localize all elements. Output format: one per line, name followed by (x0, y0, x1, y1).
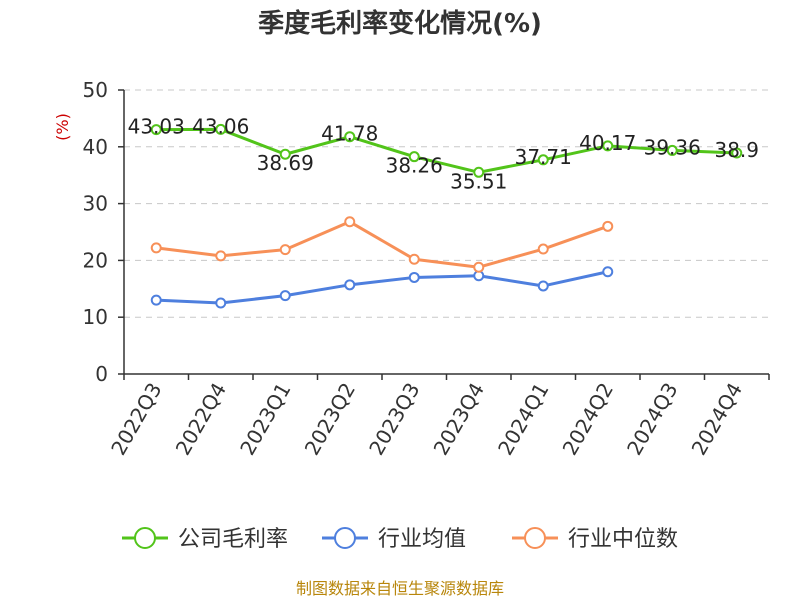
y-tick-labels: 0 10 20 30 40 50 (83, 78, 108, 386)
data-label: 38.9 (714, 138, 759, 162)
y-axis-unit: (%) (53, 113, 72, 141)
x-tick-label: 2024Q4 (687, 379, 747, 460)
data-labels: 43.03 43.06 38.69 41.78 38.26 35.51 37.71 40.17… (128, 114, 759, 193)
data-label: 35.51 (450, 169, 507, 193)
axes (118, 89, 770, 380)
y-tick-label: 10 (83, 305, 108, 329)
series-line (156, 270, 609, 305)
data-point (408, 253, 420, 265)
x-tick-label: 2022Q3 (106, 379, 166, 460)
x-tick-label: 2023Q3 (364, 379, 424, 460)
data-point (537, 243, 549, 255)
data-point (279, 148, 291, 160)
data-point (150, 124, 162, 136)
data-label: 38.69 (257, 151, 314, 175)
data-point (215, 250, 227, 262)
data-point (150, 242, 162, 254)
data-point (602, 140, 614, 152)
data-point (666, 144, 678, 156)
source-note: 制图数据来自恒生聚源数据库 (296, 579, 504, 598)
data-point (537, 280, 549, 292)
data-label: 37.71 (515, 145, 572, 169)
y-tick-label: 50 (83, 78, 108, 102)
legend-label[interactable]: 公司毛利率 (178, 527, 288, 552)
x-tick-label: 2024Q3 (622, 379, 682, 460)
grid-lines (124, 89, 769, 318)
legend-label[interactable]: 行业均值 (378, 527, 466, 552)
data-point (537, 154, 549, 166)
data-point (279, 290, 291, 302)
data-point (344, 131, 356, 143)
data-point (344, 216, 356, 228)
series-line (156, 127, 737, 174)
y-tick-label: 20 (83, 248, 108, 272)
data-point (215, 123, 227, 135)
series-points (150, 123, 743, 309)
data-label: 39.36 (644, 135, 701, 159)
data-label: 43.03 (128, 115, 185, 139)
y-tick-label: 0 (95, 362, 108, 386)
data-point (473, 166, 485, 178)
chart-title: 季度毛利率变化情况(%) (258, 8, 542, 39)
data-point (344, 279, 356, 291)
data-point (602, 266, 614, 278)
data-point (602, 220, 614, 232)
data-point (473, 261, 485, 273)
x-tick-label: 2024Q1 (493, 379, 553, 460)
x-tick-label: 2023Q4 (429, 379, 489, 460)
data-point (731, 147, 743, 159)
legend-marker (524, 527, 546, 549)
series-lines (156, 127, 737, 305)
data-point (408, 151, 420, 163)
x-tick-labels: 2022Q3 2022Q4 2023Q1 2023Q2 2023Q3 2023Q4 2024… (106, 379, 747, 460)
data-label: 38.26 (386, 154, 443, 178)
x-tick-label: 2022Q4 (171, 379, 231, 460)
data-label: 41.78 (321, 122, 378, 146)
y-tick-label: 30 (83, 192, 108, 216)
legend[interactable]: 公司毛利率 行业均值 行业中位数 (122, 527, 678, 552)
data-point (279, 244, 291, 256)
data-point (150, 294, 162, 306)
series-line (156, 220, 609, 269)
legend-marker (334, 527, 356, 549)
x-tick-label: 2024Q2 (558, 379, 618, 460)
data-label: 43.06 (192, 114, 249, 138)
data-label: 40.17 (579, 131, 636, 155)
x-tick-label: 2023Q2 (300, 379, 360, 460)
data-point (215, 297, 227, 309)
legend-label[interactable]: 行业中位数 (568, 527, 678, 552)
y-tick-label: 40 (83, 135, 108, 159)
x-tick-label: 2023Q1 (235, 379, 295, 460)
data-point (408, 271, 420, 283)
legend-marker (134, 527, 156, 549)
